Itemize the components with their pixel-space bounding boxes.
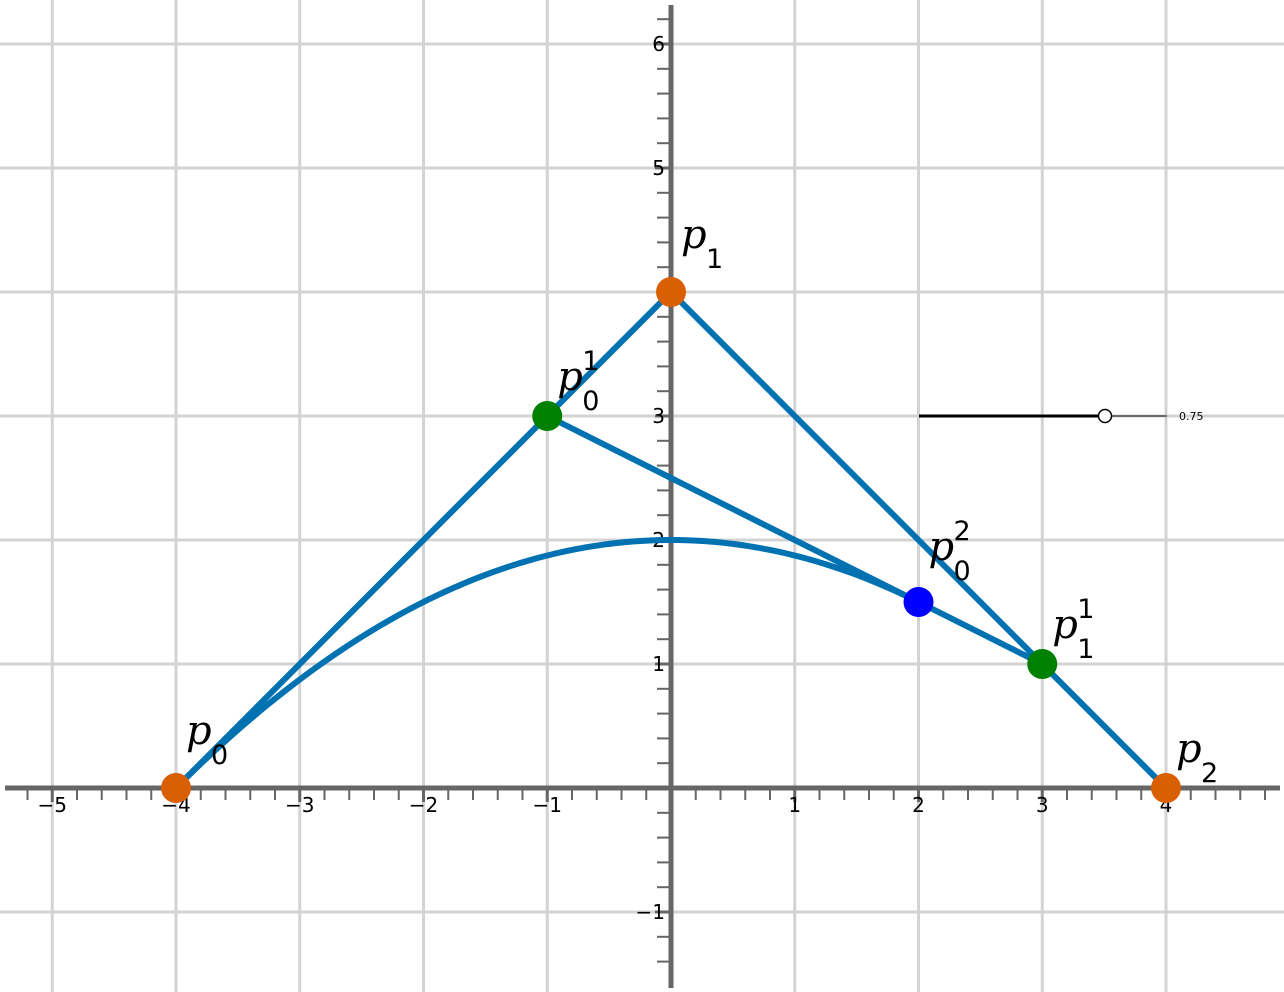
construction-lines	[173, 289, 1169, 791]
bezier-curve-trace	[173, 537, 922, 791]
x-tick-label: 2	[912, 793, 925, 817]
point-p01[interactable]	[532, 401, 563, 431]
x-tick-label: −2	[409, 793, 438, 817]
label-base: p	[557, 354, 583, 400]
point-p02[interactable]	[903, 587, 934, 617]
label-superscript: 1	[1077, 594, 1094, 625]
slider-value-label: 0.75	[1179, 410, 1204, 423]
axes	[5, 5, 1280, 988]
label-superscript: 2	[954, 516, 971, 547]
label-p1: p1	[681, 212, 723, 275]
point-p0[interactable]	[161, 773, 191, 803]
point-p11[interactable]	[1027, 649, 1058, 679]
label-base: p	[681, 212, 707, 258]
label-p0: p0	[186, 708, 228, 771]
t-slider[interactable]: 0.75	[919, 408, 1204, 424]
label-subscript: 1	[1077, 634, 1094, 665]
label-subscript: 0	[582, 386, 599, 417]
label-subscript: 1	[706, 244, 723, 275]
label-base: p	[929, 524, 955, 570]
y-tick-label: 3	[652, 404, 665, 428]
label-p01: p0 1	[557, 346, 599, 417]
label-p2: p2	[1176, 726, 1218, 789]
label-base: p	[1176, 726, 1202, 772]
x-tick-label: 3	[1036, 793, 1049, 817]
label-subscript: 0	[954, 556, 971, 587]
segment-p01-p11	[544, 413, 1046, 667]
label-p02: p0 2	[929, 516, 971, 587]
label-subscript: 2	[1201, 758, 1218, 789]
point-p2[interactable]	[1151, 773, 1181, 803]
label-base: p	[1052, 602, 1078, 648]
x-tick-label: −3	[285, 793, 314, 817]
label-superscript: 1	[582, 346, 599, 377]
slider-knob[interactable]	[1097, 408, 1113, 424]
segment-p1-p2	[668, 289, 1169, 791]
label-p11: p1 1	[1052, 594, 1094, 665]
y-tick-label: 5	[652, 156, 665, 180]
y-tick-label: 6	[652, 32, 665, 56]
x-tick-label: −5	[38, 793, 67, 817]
y-tick-label: −1	[636, 900, 665, 924]
x-tick-label: 1	[788, 793, 801, 817]
segment-p0-p1	[173, 289, 674, 791]
label-subscript: 0	[211, 740, 228, 771]
label-base: p	[186, 708, 212, 754]
y-tick-label: 1	[652, 652, 665, 676]
x-tick-label: −1	[533, 793, 562, 817]
point-p1[interactable]	[656, 277, 686, 307]
